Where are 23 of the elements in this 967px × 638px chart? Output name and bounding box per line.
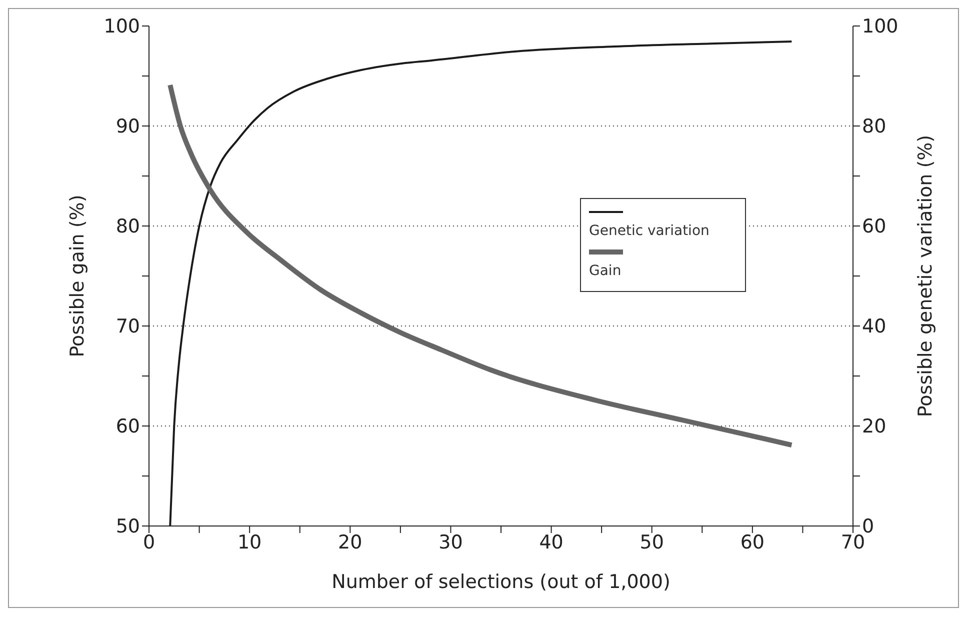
y2-axis-title: Possible genetic variation (%) (914, 134, 937, 418)
y-tick-label: 100 (104, 16, 140, 38)
legend-label: Genetic variation (589, 223, 710, 239)
y-axis-title: Possible gain (%) (66, 194, 89, 358)
y-tick-label: 50 (116, 516, 140, 538)
x-tick-label: 60 (740, 531, 765, 554)
y2-tick-label: 100 (862, 16, 898, 38)
y2-tick-label: 80 (862, 116, 886, 138)
x-tick-label: 50 (640, 531, 664, 554)
y-tick-label: 80 (116, 216, 140, 238)
x-tick-label: 10 (237, 531, 262, 554)
x-tick-label: 20 (338, 531, 362, 554)
y2-tick-label: 40 (862, 316, 886, 338)
x-tick-label: 40 (539, 531, 564, 554)
y-tick-label: 70 (116, 316, 140, 338)
y-tick-label: 60 (116, 416, 140, 438)
legend-label: Gain (589, 263, 622, 279)
x-tick-label: 0 (142, 531, 156, 554)
x-tick-label: 30 (438, 531, 463, 554)
y-tick-label: 90 (116, 116, 140, 138)
x-axis-title: Number of selections (out of 1,000) (332, 571, 670, 593)
y2-tick-label: 60 (862, 216, 886, 238)
y2-tick-label: 20 (862, 416, 886, 438)
